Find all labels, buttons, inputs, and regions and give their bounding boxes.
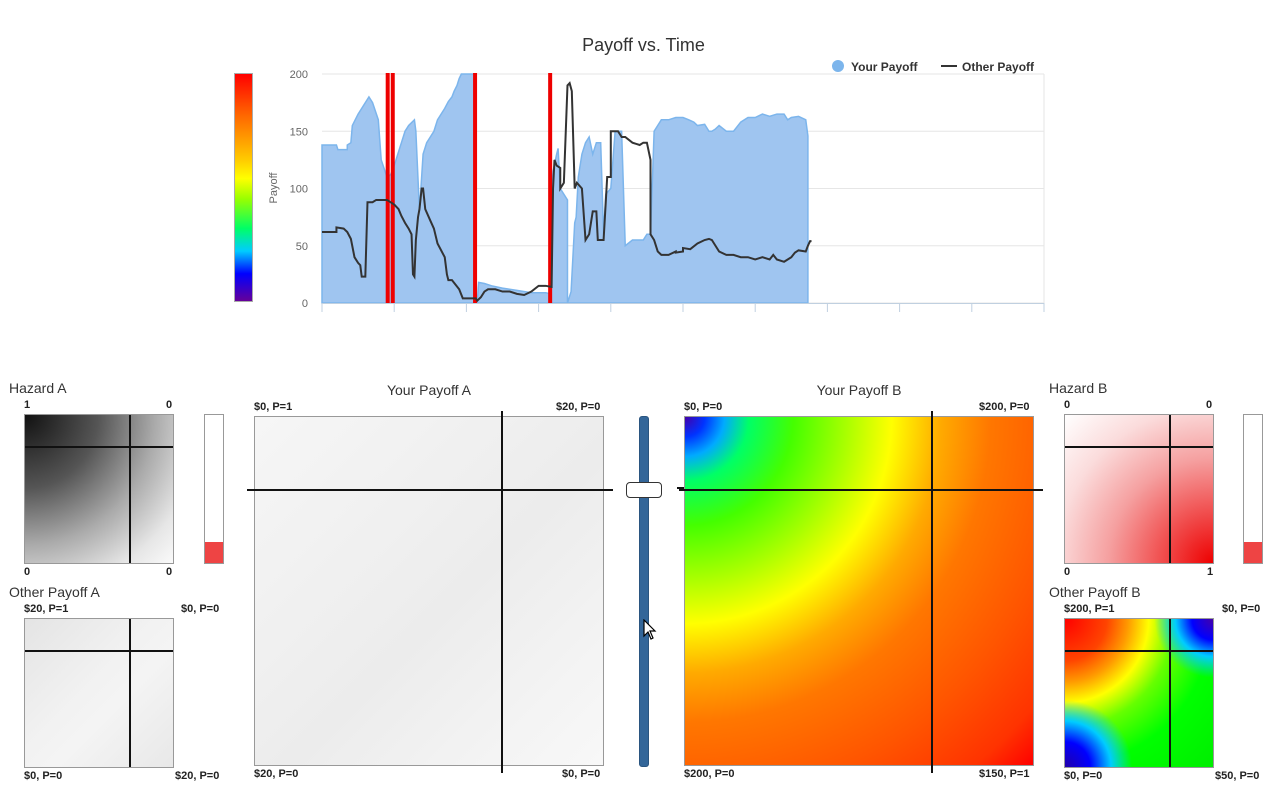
other-payoff-b-crosshair-v bbox=[1169, 619, 1171, 767]
other-payoff-a-heatmap[interactable] bbox=[24, 618, 174, 768]
legend-your-payoff-label: Your Payoff bbox=[851, 60, 918, 74]
chart-title: Payoff vs. Time bbox=[582, 35, 705, 55]
hazard-b-title: Hazard B bbox=[1049, 380, 1108, 396]
hazard-a-label-tl: 1 bbox=[24, 399, 31, 411]
hazard-a-title: Hazard A bbox=[9, 380, 67, 396]
your-payoff-a-label-bl: $20, P=0 bbox=[254, 768, 299, 780]
chart-axes: 0 50 100 150 200 bbox=[290, 69, 1045, 312]
your-payoff-a-label-br: $0, P=0 bbox=[562, 768, 601, 780]
hazard-a-label-br: 0 bbox=[166, 566, 173, 578]
hazard-b-label-tl: 0 bbox=[1064, 399, 1071, 411]
your-payoff-b-label-tl: $0, P=0 bbox=[684, 401, 723, 413]
other-payoff-series bbox=[322, 81, 812, 303]
hazard-a-crosshair-v bbox=[129, 415, 131, 563]
strategy-slider-track[interactable] bbox=[639, 416, 649, 767]
color-scale-bar bbox=[234, 73, 253, 302]
hazard-b-level-fill bbox=[1244, 542, 1262, 563]
hazard-a-heatmap[interactable] bbox=[24, 414, 174, 564]
slider-guide-line bbox=[677, 487, 685, 489]
your-payoff-b-heatmap[interactable] bbox=[679, 411, 1043, 773]
y-tick-label: 200 bbox=[290, 69, 308, 81]
your-payoff-b-label-br: $150, P=1 bbox=[979, 768, 1030, 780]
your-payoff-b-label-tr: $200, P=0 bbox=[979, 401, 1030, 413]
your-payoff-b-crosshair-h bbox=[679, 489, 1043, 491]
hazard-b-crosshair-v bbox=[1169, 415, 1171, 563]
hazard-b-label-bl: 0 bbox=[1064, 566, 1071, 578]
other-payoff-a-label-tr: $0, P=0 bbox=[181, 603, 220, 615]
legend-your-payoff-marker bbox=[832, 60, 844, 72]
other-payoff-a-label-bl: $0, P=0 bbox=[24, 770, 63, 782]
hazard-b-heatmap[interactable] bbox=[1064, 414, 1214, 564]
your-payoff-a-heatmap[interactable] bbox=[247, 411, 613, 773]
legend-other-payoff-label: Other Payoff bbox=[962, 60, 1035, 74]
your-payoff-a-label-tr: $20, P=0 bbox=[556, 401, 601, 413]
other-payoff-b-label-tl: $200, P=1 bbox=[1064, 603, 1115, 615]
your-payoff-a-title: Your Payoff A bbox=[386, 382, 472, 398]
hazard-a-level-bar bbox=[204, 414, 224, 564]
y-axis-label: Payoff bbox=[268, 172, 280, 204]
other-payoff-a-crosshair-h bbox=[25, 650, 173, 652]
your-payoff-b-label-bl: $200, P=0 bbox=[684, 768, 735, 780]
other-payoff-a-label-tl: $20, P=1 bbox=[24, 603, 69, 615]
your-payoff-area bbox=[321, 73, 809, 304]
other-payoff-b-label-br: $50, P=0 bbox=[1215, 770, 1260, 782]
mouse-cursor-icon bbox=[643, 619, 657, 640]
hazard-b-level-bar bbox=[1243, 414, 1263, 564]
your-payoff-series bbox=[321, 73, 809, 304]
other-payoff-b-label-bl: $0, P=0 bbox=[1064, 770, 1103, 782]
hazard-a-label-bl: 0 bbox=[24, 566, 31, 578]
hazard-a-label-tr: 0 bbox=[166, 399, 173, 411]
y-tick-label: 50 bbox=[296, 241, 308, 253]
hazard-b-crosshair-h bbox=[1065, 446, 1213, 448]
other-payoff-a-title: Other Payoff A bbox=[9, 584, 100, 600]
hazard-b-label-br: 1 bbox=[1207, 566, 1214, 578]
other-payoff-b-label-tr: $0, P=0 bbox=[1222, 603, 1261, 615]
other-payoff-line bbox=[322, 81, 812, 303]
other-payoff-b-crosshair-h bbox=[1065, 650, 1213, 652]
payoff-chart: 0 50 100 150 200 Your Payoff Other Payoff Pa… bbox=[268, 60, 1045, 312]
your-payoff-b-crosshair-v bbox=[931, 411, 933, 773]
other-payoff-b-heatmap[interactable] bbox=[1064, 618, 1214, 768]
strategy-slider-handle[interactable] bbox=[626, 482, 662, 498]
y-tick-label: 150 bbox=[290, 126, 308, 138]
other-payoff-a-crosshair-v bbox=[129, 619, 131, 767]
y-tick-label: 100 bbox=[290, 184, 308, 196]
hazard-a-level-fill bbox=[205, 542, 223, 563]
other-payoff-b-title: Other Payoff B bbox=[1049, 584, 1141, 600]
y-tick-label: 0 bbox=[302, 298, 308, 310]
hazard-b-label-tr: 0 bbox=[1206, 399, 1213, 411]
other-payoff-a-label-br: $20, P=0 bbox=[175, 770, 220, 782]
event-markers bbox=[385, 73, 553, 303]
your-payoff-a-crosshair-v bbox=[501, 411, 503, 773]
your-payoff-a-crosshair-h bbox=[247, 489, 613, 491]
your-payoff-a-label-tl: $0, P=1 bbox=[254, 401, 293, 413]
your-payoff-b-title: Your Payoff B bbox=[816, 382, 902, 398]
hazard-a-crosshair-h bbox=[25, 446, 173, 448]
chart-legend: Your Payoff Other Payoff bbox=[832, 60, 1035, 74]
